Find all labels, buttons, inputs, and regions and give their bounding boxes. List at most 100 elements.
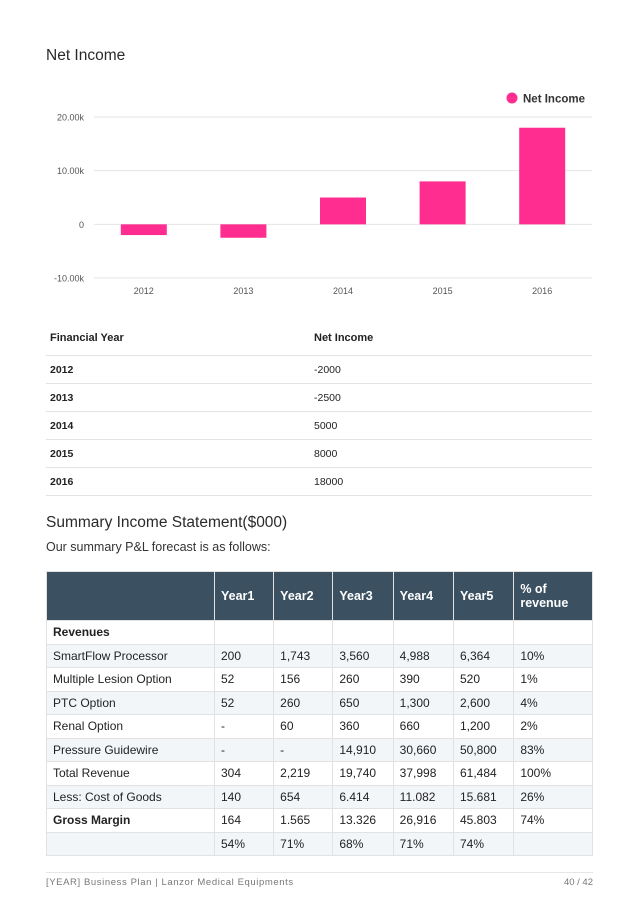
value-cell: 260 xyxy=(332,667,394,692)
value-cell: 61,484 xyxy=(452,761,515,786)
value-cell: 260 xyxy=(273,690,334,715)
column-header: Year1 xyxy=(213,571,275,621)
x-tick-label: 2014 xyxy=(333,286,353,296)
value-cell: 140 xyxy=(213,784,275,809)
value-cell: - xyxy=(213,714,275,739)
y-tick-label: 0 xyxy=(79,220,84,230)
value-cell: 650 xyxy=(332,690,394,715)
value-cell xyxy=(513,620,593,645)
column-header: Year4 xyxy=(392,571,455,621)
value-cell xyxy=(452,620,515,645)
value-cell: 26% xyxy=(513,784,593,809)
bar xyxy=(220,224,267,238)
legend-marker xyxy=(506,92,518,104)
value-cell: 83% xyxy=(513,737,593,762)
value-cell: 156 xyxy=(273,667,334,692)
row-label: Pressure Guidewire xyxy=(46,737,215,762)
net-income-chart: -10.00k 0 10.00k 20.00k 2012 2013 2014 2015 2016… xyxy=(54,92,592,296)
table-row: Gross Margin 164 1.565 13.326 26,916 45.803 74… xyxy=(46,808,593,833)
value-cell: 4% xyxy=(513,690,593,715)
value-cell xyxy=(513,831,593,856)
net-income-cell: -2000 xyxy=(310,355,592,384)
column-header: Year5 xyxy=(452,571,515,621)
value-cell: 360 xyxy=(332,714,394,739)
income-statement-table: Year1 Year2 Year3 Year4 Year5% of revenue Re… xyxy=(46,571,593,856)
value-cell: - xyxy=(213,737,275,762)
value-cell: 2,600 xyxy=(452,690,515,715)
x-tick-label: 2013 xyxy=(233,286,253,296)
value-cell: 50,800 xyxy=(452,737,515,762)
value-cell: 54% xyxy=(213,831,275,856)
table-row: Pressure Guidewire - -14,910 30,660 50,800 83… xyxy=(46,737,593,762)
column-header: Year3 xyxy=(332,571,394,621)
year-cell: 2012 xyxy=(46,355,310,384)
row-label: Gross Margin xyxy=(46,808,215,833)
value-cell: 13.326 xyxy=(332,808,394,833)
value-cell: 1% xyxy=(513,667,593,692)
table-row: 54% 71% 68% 71% 74% xyxy=(46,831,593,856)
value-cell: 10% xyxy=(513,643,593,668)
row-label: PTC Option xyxy=(46,690,215,715)
value-cell: 660 xyxy=(392,714,455,739)
footer-document-title: [YEAR] Business Plan | Lanzor Medical Eq… xyxy=(46,877,294,888)
value-cell: 74% xyxy=(452,831,515,856)
table-row: 2012 -2000 xyxy=(46,355,592,384)
value-cell: 6,364 xyxy=(452,643,515,668)
value-cell: 1,743 xyxy=(273,643,334,668)
value-cell: 1,200 xyxy=(452,714,515,739)
value-cell: 52 xyxy=(213,690,275,715)
value-cell: 3,560 xyxy=(332,643,394,668)
column-header: % of revenue xyxy=(513,571,593,621)
value-cell: - xyxy=(273,737,334,762)
value-cell: 1,300 xyxy=(392,690,455,715)
value-cell: 37,998 xyxy=(392,761,455,786)
value-cell: 30,660 xyxy=(392,737,455,762)
value-cell: 520 xyxy=(452,667,515,692)
value-cell xyxy=(213,620,275,645)
bar xyxy=(120,224,167,236)
y-tick-label: -10.00k xyxy=(54,274,85,284)
legend-label: Net Income xyxy=(523,94,585,106)
value-cell: 100% xyxy=(513,761,593,786)
table-row: Total Revenue 304 2,219 19,740 37,998 61,484 1… xyxy=(46,761,593,786)
row-label: Renal Option xyxy=(46,714,215,739)
table-row: Revenues xyxy=(46,620,593,645)
value-cell: 52 xyxy=(213,667,275,692)
x-tick-label: 2015 xyxy=(433,286,453,296)
value-cell xyxy=(332,620,394,645)
y-tick-label: 20.00k xyxy=(57,113,85,123)
value-cell: 654 xyxy=(273,784,334,809)
bar xyxy=(320,197,366,225)
column-header-blank xyxy=(46,571,215,621)
bar xyxy=(519,127,566,225)
table-row: 2014 5000 xyxy=(46,411,592,440)
value-cell: 26,916 xyxy=(392,808,455,833)
net-income-table-header-value: Net Income xyxy=(310,321,592,356)
year-cell: 2015 xyxy=(46,439,310,468)
value-cell: 2% xyxy=(513,714,593,739)
x-tick-label: 2012 xyxy=(134,286,154,296)
net-income-table-header-year: Financial Year xyxy=(46,321,310,356)
value-cell: 60 xyxy=(273,714,334,739)
value-cell: 304 xyxy=(213,761,275,786)
value-cell: 19,740 xyxy=(332,761,394,786)
net-income-cell: 8000 xyxy=(310,439,592,468)
value-cell: 390 xyxy=(392,667,455,692)
net-income-cell: 18000 xyxy=(310,467,592,496)
y-tick-label: 10.00k xyxy=(57,166,85,176)
bar xyxy=(419,181,466,225)
table-row: 2016 18000 xyxy=(46,467,592,496)
table-row: SmartFlow Processor 200 1,743 3,560 4,988 6,3… xyxy=(46,643,593,668)
footer-divider xyxy=(46,872,593,873)
value-cell: 68% xyxy=(332,831,394,856)
net-income-title: Net Income xyxy=(46,47,126,64)
row-label: Multiple Lesion Option xyxy=(46,667,215,692)
year-cell: 2013 xyxy=(46,383,310,412)
value-cell: 164 xyxy=(213,808,275,833)
year-cell: 2016 xyxy=(46,467,310,496)
table-row: Multiple Lesion Option 52 156 260 390 520 1% xyxy=(46,667,593,692)
value-cell: 45.803 xyxy=(452,808,515,833)
net-income-cell: 5000 xyxy=(310,411,592,440)
row-label xyxy=(46,831,215,856)
net-income-table: Financial Year Net Income 2012 -2000 2013-… xyxy=(46,321,592,496)
